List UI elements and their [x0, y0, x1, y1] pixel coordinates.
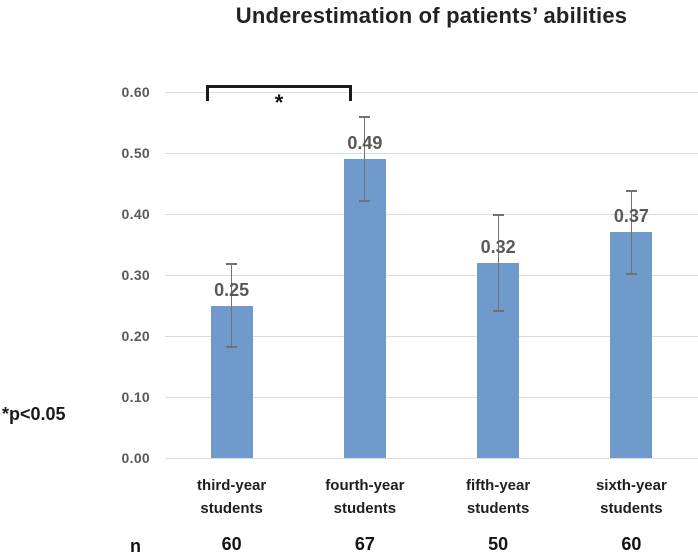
error-bar-cap-top: [625, 189, 637, 192]
y-tick-label: 0.10: [121, 389, 150, 405]
x-axis-labels: third-year students fourth-year students f…: [165, 474, 698, 520]
n-value: 60: [221, 534, 242, 554]
x-category-label: sixth-year students: [595, 477, 667, 517]
gridline: [165, 397, 698, 398]
bar-value-label: 0.25: [214, 279, 250, 300]
error-bar: [492, 214, 504, 312]
gridline: [165, 336, 698, 337]
x-category-label: third-year students: [197, 477, 267, 517]
plot-area: 0.25 0.49 0.32 0.37: [165, 92, 698, 459]
n-value: 50: [488, 534, 509, 554]
error-bar-line: [630, 189, 632, 275]
error-bar-cap-top: [492, 214, 504, 217]
gridline: [165, 153, 698, 154]
asterisk-label: *: [274, 90, 284, 115]
bar-value-label: 0.32: [480, 236, 516, 257]
x-category-label: fourth-year students: [325, 477, 405, 517]
error-bar-cap-bottom: [492, 309, 504, 312]
bar: [343, 159, 386, 458]
y-tick-label: 0.20: [121, 328, 150, 344]
error-bar: [226, 262, 238, 349]
significance-bracket: *: [206, 85, 352, 114]
gridline: [165, 275, 698, 276]
y-tick-label: 0.00: [121, 450, 150, 466]
error-bar: [625, 189, 637, 275]
y-tick-label: 0.50: [121, 145, 150, 161]
significance-note: *p<0.05: [2, 404, 66, 424]
error-bar-cap-top: [359, 116, 371, 119]
n-value: 60: [621, 534, 642, 554]
gridline: [165, 458, 698, 459]
error-bar-line: [497, 214, 499, 312]
error-bar-line: [364, 116, 366, 202]
gridline: [165, 92, 698, 93]
error-bar-cap-bottom: [226, 346, 238, 349]
y-tick-label: 0.30: [121, 267, 150, 283]
error-bar: [359, 116, 371, 202]
chart-title: Underestimation of patients’ abilities: [235, 3, 628, 28]
n-row: 60 67 50 60: [165, 534, 698, 555]
error-bar-line: [231, 262, 233, 349]
bar-value-label: 0.37: [613, 206, 649, 227]
x-category-label: fifth-year students: [466, 477, 531, 517]
error-bar-cap-top: [226, 262, 238, 265]
gridline: [165, 214, 698, 215]
error-bar-cap-bottom: [625, 273, 637, 275]
y-tick-label: 0.60: [121, 84, 150, 100]
n-value: 67: [354, 534, 375, 554]
bar-value-label: 0.49: [347, 133, 383, 154]
error-bar-cap-bottom: [359, 199, 371, 202]
y-tick-label: 0.40: [121, 206, 150, 222]
n-label: n: [130, 536, 141, 556]
y-axis: 0.00 0.10 0.20 0.30 0.40 0.50 0.60: [95, 84, 150, 466]
